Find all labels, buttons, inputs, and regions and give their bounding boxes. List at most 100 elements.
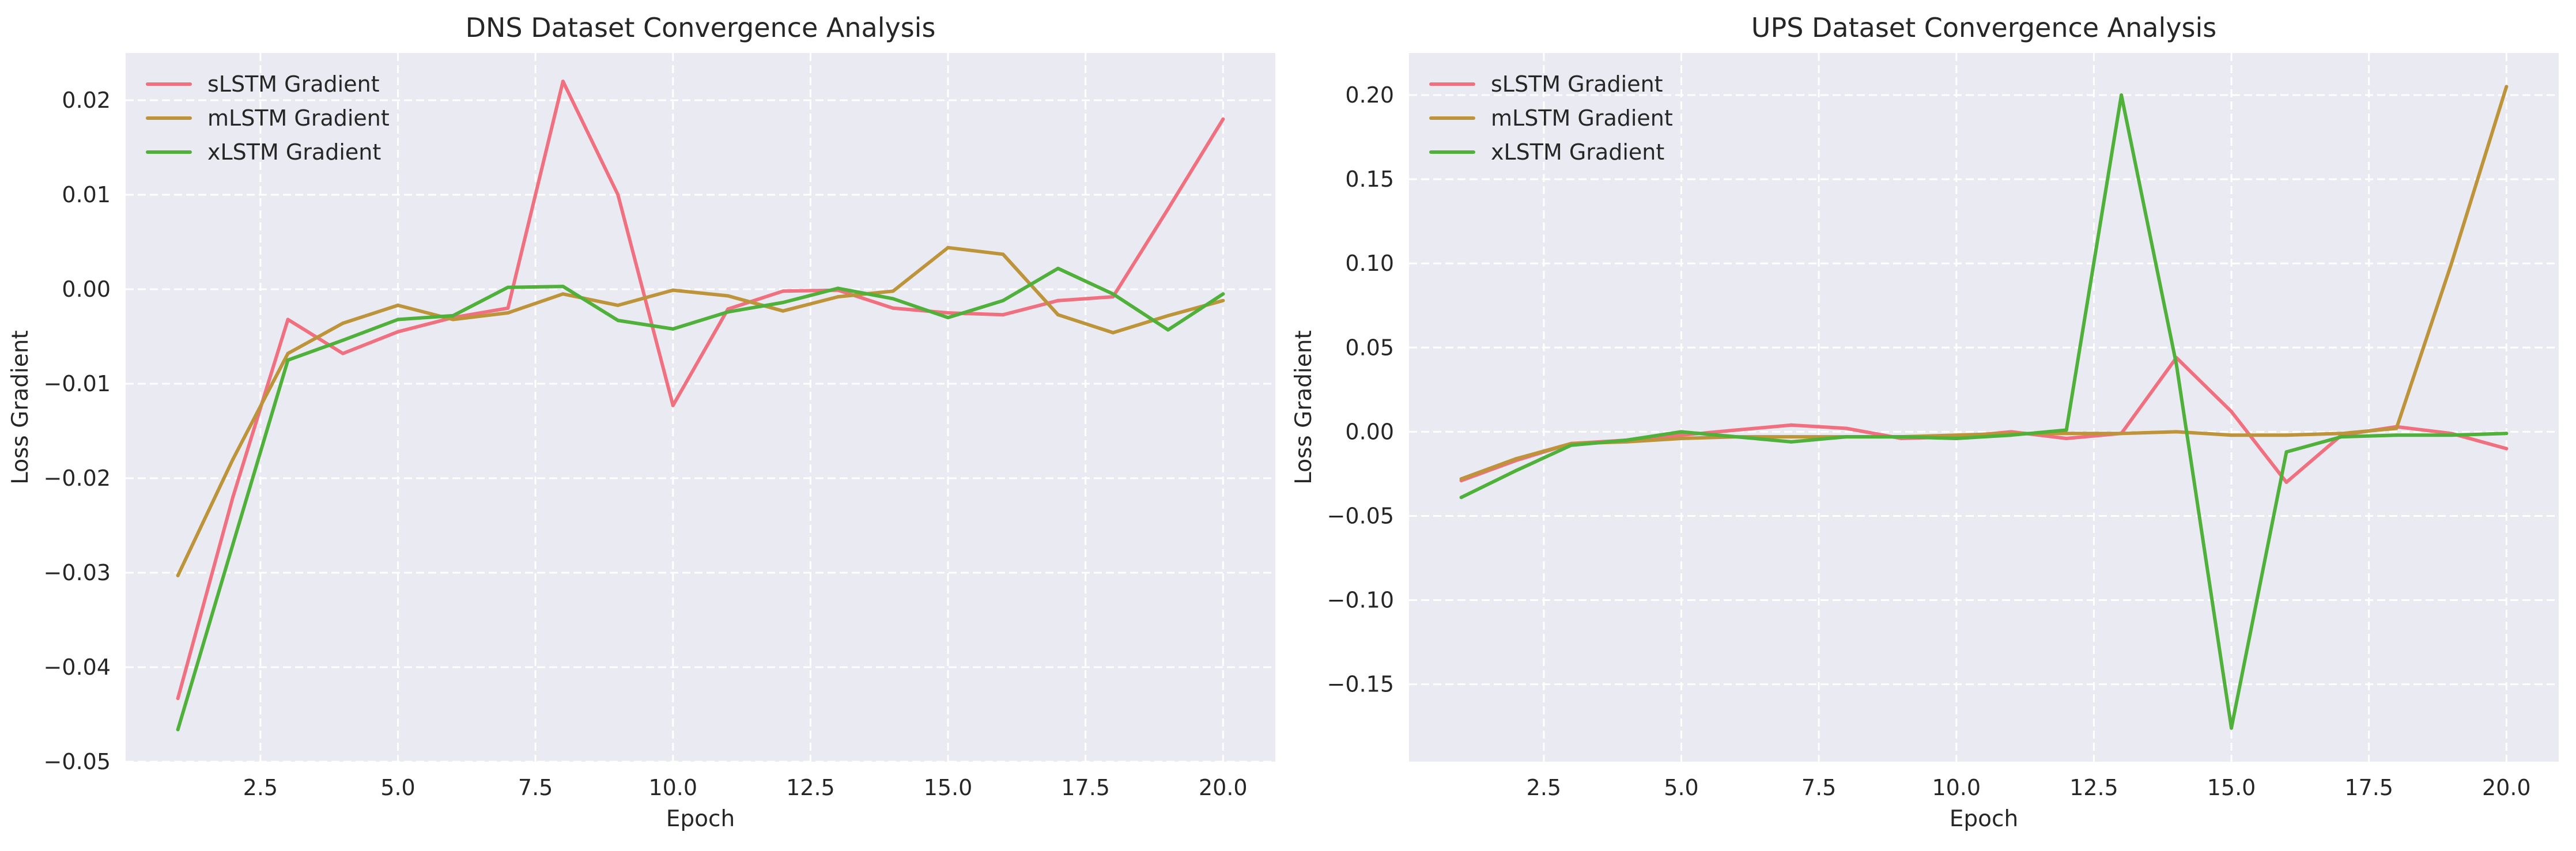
- data-point: [891, 297, 895, 301]
- y-tick-label: −0.01: [44, 371, 111, 396]
- data-point: [451, 313, 455, 317]
- y-tick-label: 0.00: [62, 277, 111, 302]
- data-point: [2284, 481, 2288, 485]
- data-point: [1954, 437, 1958, 441]
- data-point: [1221, 117, 1225, 121]
- x-tick-label: 15.0: [2207, 775, 2256, 800]
- x-tick-label: 12.5: [2069, 775, 2118, 800]
- series-line-2: [1459, 85, 2509, 481]
- data-point: [2449, 262, 2453, 266]
- data-point: [341, 322, 345, 326]
- data-point: [286, 317, 290, 322]
- y-tick-label: −0.05: [44, 749, 111, 774]
- data-point: [341, 351, 345, 355]
- legend-label: sLSTM Gradient: [207, 71, 380, 97]
- data-point: [506, 285, 510, 289]
- y-axis-label: Loss Gradient: [1291, 330, 1317, 485]
- series-line-2: [176, 245, 1225, 577]
- data-point: [1899, 435, 1903, 439]
- data-point: [1789, 423, 1793, 427]
- x-tick-label: 5.0: [1664, 775, 1698, 800]
- series-line-3: [176, 266, 1225, 732]
- data-point: [1789, 440, 1793, 444]
- data-point: [2394, 426, 2399, 430]
- data-point: [1679, 437, 1683, 441]
- y-tick-label: −0.10: [1327, 588, 1394, 613]
- chart-title: UPS Dataset Convergence Analysis: [1751, 12, 2216, 43]
- data-point: [176, 728, 180, 732]
- data-point: [1459, 477, 1463, 481]
- data-point: [1789, 435, 1793, 439]
- data-point: [2339, 432, 2343, 436]
- y-tick-label: −0.15: [1327, 672, 1394, 697]
- data-point: [286, 351, 290, 355]
- data-point: [1001, 298, 1005, 302]
- data-point: [2449, 433, 2453, 437]
- chart-panel-1: 2.5 5.0 7.5 10.0 12.5 15.0 17.5 20.0 −0.05 −0.04 −…: [7, 12, 1275, 832]
- data-point: [726, 307, 730, 311]
- legend-label: mLSTM Gradient: [1491, 105, 1673, 131]
- data-point: [1001, 252, 1005, 256]
- x-tick-label: 2.5: [1527, 775, 1561, 800]
- data-point: [891, 289, 895, 293]
- data-point: [231, 495, 235, 499]
- x-tick-label: 10.0: [648, 775, 697, 800]
- data-point: [671, 403, 675, 407]
- data-point: [616, 319, 620, 323]
- data-point: [396, 330, 400, 334]
- data-point: [1569, 443, 1573, 447]
- data-point: [1166, 313, 1170, 317]
- data-point: [2064, 432, 2068, 436]
- data-point: [946, 316, 950, 320]
- data-point: [726, 310, 730, 314]
- x-tick-label: 20.0: [1199, 775, 1248, 800]
- y-tick-label: 0.02: [62, 88, 111, 113]
- chart-panel-2: 2.5 5.0 7.5 10.0 12.5 15.0 17.5 20.0 −0.15 −0.10 −…: [1291, 12, 2559, 832]
- data-point: [1514, 457, 1519, 461]
- data-point: [1056, 266, 1060, 270]
- data-point: [1844, 426, 1848, 430]
- data-point: [2064, 437, 2068, 441]
- data-point: [1954, 433, 1958, 437]
- data-point: [2284, 450, 2288, 454]
- data-point: [2174, 362, 2178, 366]
- data-point: [2505, 447, 2509, 451]
- x-tick-label: 5.0: [380, 775, 415, 800]
- x-tick-label: 2.5: [243, 775, 278, 800]
- data-point: [1625, 438, 1629, 442]
- plot-area: [1409, 53, 2559, 762]
- series-line-3: [1459, 93, 2509, 730]
- data-point: [781, 309, 785, 313]
- data-point: [2230, 726, 2234, 730]
- x-tick-label: 7.5: [1801, 775, 1836, 800]
- legend-label: xLSTM Gradient: [1491, 139, 1664, 165]
- data-point: [671, 288, 675, 292]
- y-tick-label: −0.05: [1327, 503, 1394, 528]
- y-axis-label: Loss Gradient: [7, 330, 33, 485]
- data-point: [176, 573, 180, 577]
- data-point: [2064, 428, 2068, 432]
- data-point: [396, 317, 400, 322]
- legend-label: mLSTM Gradient: [207, 105, 390, 131]
- data-point: [2174, 430, 2178, 434]
- data-point: [726, 294, 730, 298]
- data-point: [2284, 433, 2288, 437]
- x-tick-label: 7.5: [518, 775, 553, 800]
- y-tick-label: 0.10: [1345, 251, 1394, 276]
- data-point: [1514, 468, 1519, 472]
- data-point: [616, 303, 620, 307]
- data-point: [561, 285, 565, 289]
- data-point: [1001, 313, 1005, 317]
- x-tick-label: 17.5: [1061, 775, 1110, 800]
- data-point: [1734, 435, 1738, 439]
- x-tick-label: 12.5: [786, 775, 835, 800]
- data-point: [671, 327, 675, 331]
- data-point: [231, 457, 235, 462]
- data-point: [2120, 93, 2124, 97]
- data-point: [2010, 433, 2014, 437]
- x-axis-label: Epoch: [1950, 806, 2018, 832]
- data-point: [616, 193, 620, 196]
- data-point: [396, 303, 400, 307]
